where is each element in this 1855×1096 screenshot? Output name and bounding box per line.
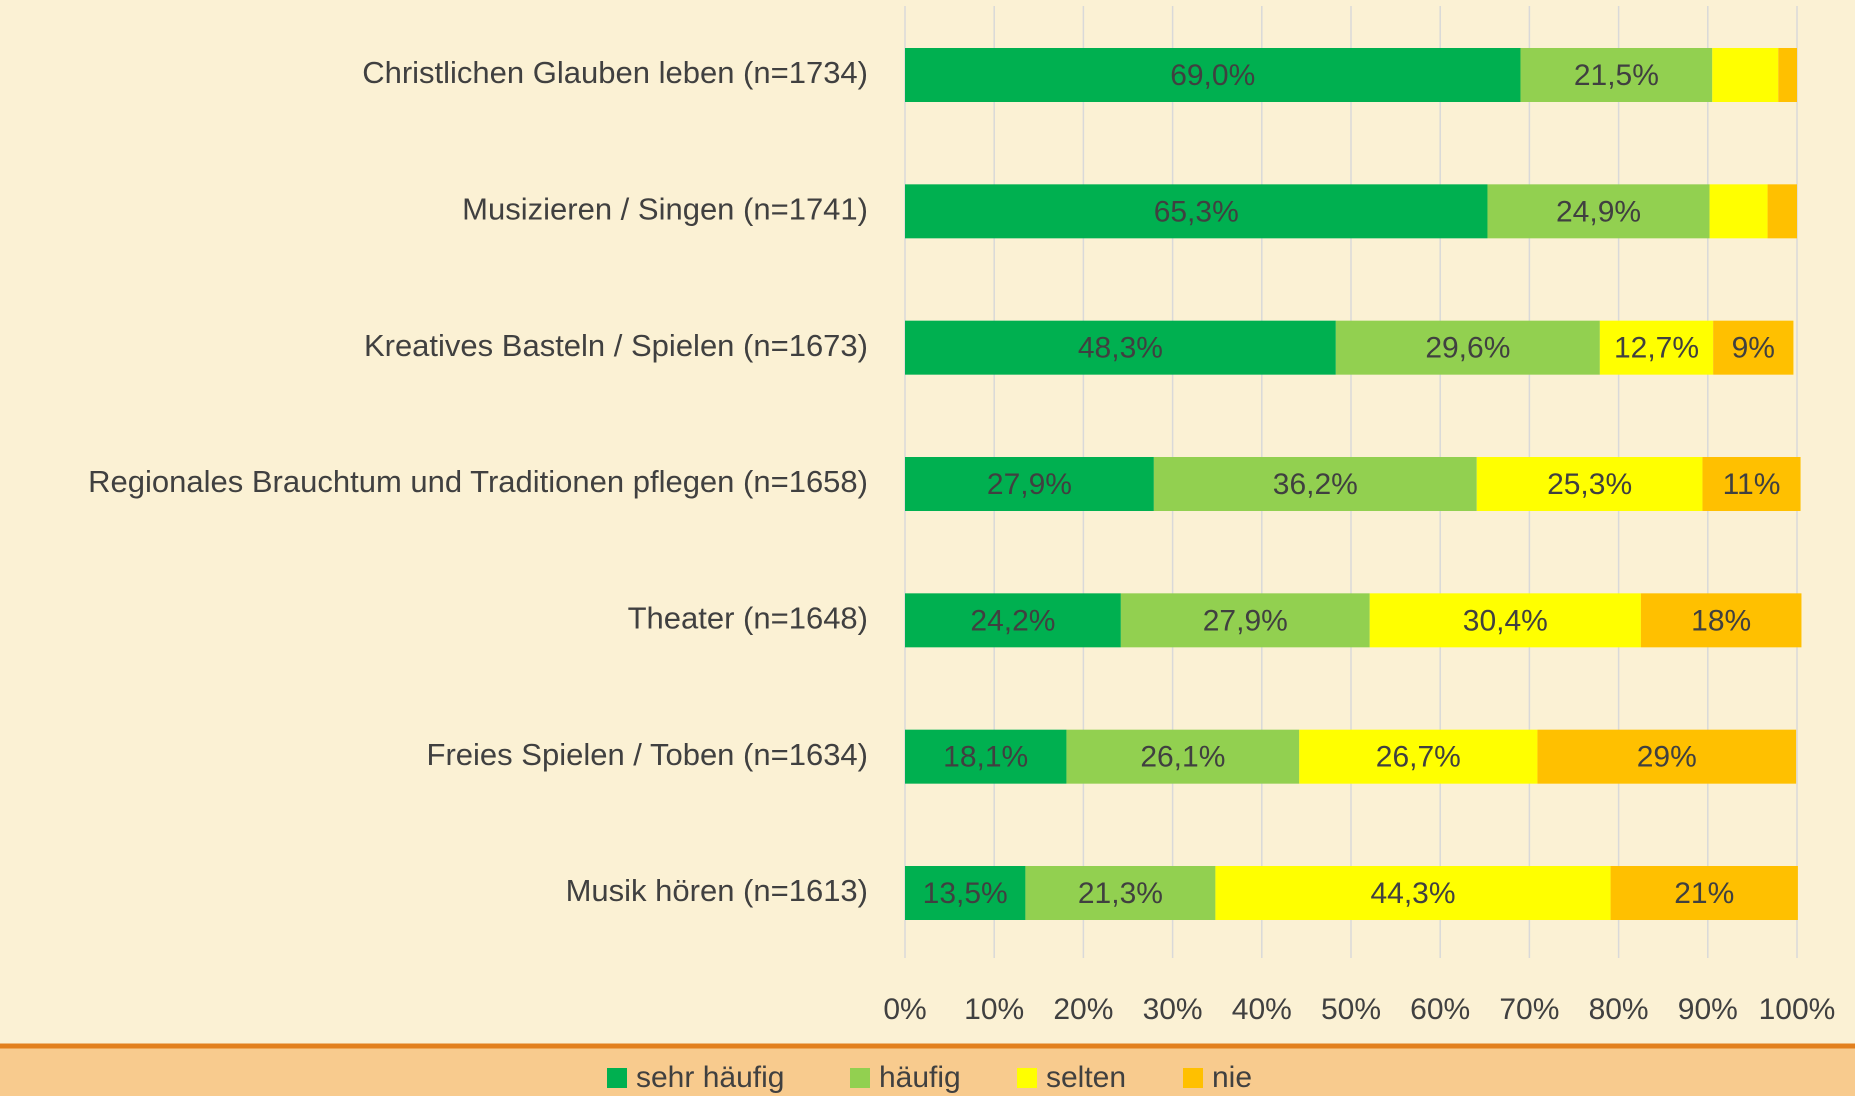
bar-segment: [905, 729, 1067, 784]
data-label: 21,5%: [1574, 59, 1659, 92]
data-label: 30,4%: [1463, 604, 1548, 637]
bar-segment: [1520, 48, 1713, 102]
bar-segment: [1066, 729, 1300, 784]
x-tick-label: 90%: [1678, 993, 1738, 1026]
legend-label: nie: [1212, 1061, 1252, 1094]
x-tick-label: 60%: [1410, 993, 1470, 1026]
data-label: 13,5%: [923, 877, 1008, 910]
x-tick-label: 0%: [883, 993, 926, 1026]
legend-label: selten: [1046, 1061, 1126, 1094]
legend-swatch: [850, 1068, 870, 1088]
data-label: 18,1%: [943, 741, 1028, 774]
y-tick-label: Christlichen Glauben leben (n=1734): [362, 55, 868, 90]
y-tick-label: Regionales Brauchtum und Traditionen pfl…: [88, 464, 868, 499]
bar-segment: [1025, 866, 1216, 920]
bar-segment: [905, 320, 1336, 375]
bar-segment: [905, 457, 1154, 511]
data-label: 24,9%: [1556, 195, 1641, 228]
legend-swatch: [1017, 1068, 1037, 1088]
data-label: 9%: [1732, 332, 1775, 365]
bar-segment: [1120, 593, 1370, 648]
bar-segment: [1767, 184, 1797, 239]
data-label: 36,2%: [1273, 468, 1358, 501]
data-label: 48,3%: [1078, 332, 1163, 365]
legend-band: [0, 1046, 1855, 1096]
x-tick-label: 50%: [1321, 993, 1381, 1026]
x-tick-label: 70%: [1499, 993, 1559, 1026]
data-label: 27,9%: [1203, 604, 1288, 637]
bar-segment: [1299, 729, 1538, 784]
legend-label: häufig: [879, 1061, 961, 1094]
bar-segment: [1778, 48, 1797, 102]
bar-segment: [1369, 593, 1641, 648]
x-tick-label: 40%: [1232, 993, 1292, 1026]
data-label: 69,0%: [1170, 59, 1255, 92]
data-label: 21%: [1674, 877, 1734, 910]
y-tick-label: Kreatives Basteln / Spielen (n=1673): [364, 328, 868, 363]
bar-segment: [1713, 320, 1794, 375]
bar-segment: [905, 184, 1488, 239]
bar-segment: [1610, 866, 1798, 920]
bar-segment: [1599, 320, 1714, 375]
data-label: 12,7%: [1614, 332, 1699, 365]
bar-segment: [1153, 457, 1477, 511]
bar-segment: [1487, 184, 1710, 239]
x-tick-label: 20%: [1053, 993, 1113, 1026]
legend-label: sehr häufig: [636, 1061, 784, 1094]
legend-swatch: [607, 1068, 627, 1088]
data-label: 21,3%: [1078, 877, 1163, 910]
bar-segment: [905, 593, 1121, 648]
bar-segment: [1335, 320, 1600, 375]
bar-segment: [905, 48, 1521, 102]
bar-segment: [1537, 729, 1797, 784]
y-tick-label: Musizieren / Singen (n=1741): [462, 192, 868, 227]
bar-segment: [1709, 184, 1768, 239]
data-label: 24,2%: [970, 604, 1055, 637]
data-label: 29,6%: [1425, 332, 1510, 365]
bar-segment: [1640, 593, 1802, 648]
x-tick-label: 30%: [1143, 993, 1203, 1026]
y-tick-label: Freies Spielen / Toben (n=1634): [427, 737, 868, 772]
data-label: 29%: [1637, 741, 1697, 774]
data-label: 18%: [1691, 604, 1751, 637]
data-label: 65,3%: [1154, 195, 1239, 228]
data-label: 27,9%: [987, 468, 1072, 501]
bar-segment: [905, 866, 1026, 920]
x-tick-label: 100%: [1759, 993, 1836, 1026]
data-label: 44,3%: [1370, 877, 1455, 910]
bar-segment: [1702, 457, 1801, 511]
x-tick-label: 80%: [1589, 993, 1649, 1026]
data-label: 25,3%: [1547, 468, 1632, 501]
bar-segment: [1712, 48, 1779, 102]
data-label: 11%: [1723, 468, 1781, 501]
y-tick-label: Musik hören (n=1613): [566, 873, 868, 908]
y-tick-label: Theater (n=1648): [628, 601, 868, 636]
bar-segment: [1476, 457, 1703, 511]
legend-swatch: [1183, 1068, 1203, 1088]
x-tick-label: 10%: [964, 993, 1024, 1026]
data-label: 26,7%: [1376, 741, 1461, 774]
bar-segment: [1215, 866, 1611, 920]
data-label: 26,1%: [1140, 741, 1225, 774]
